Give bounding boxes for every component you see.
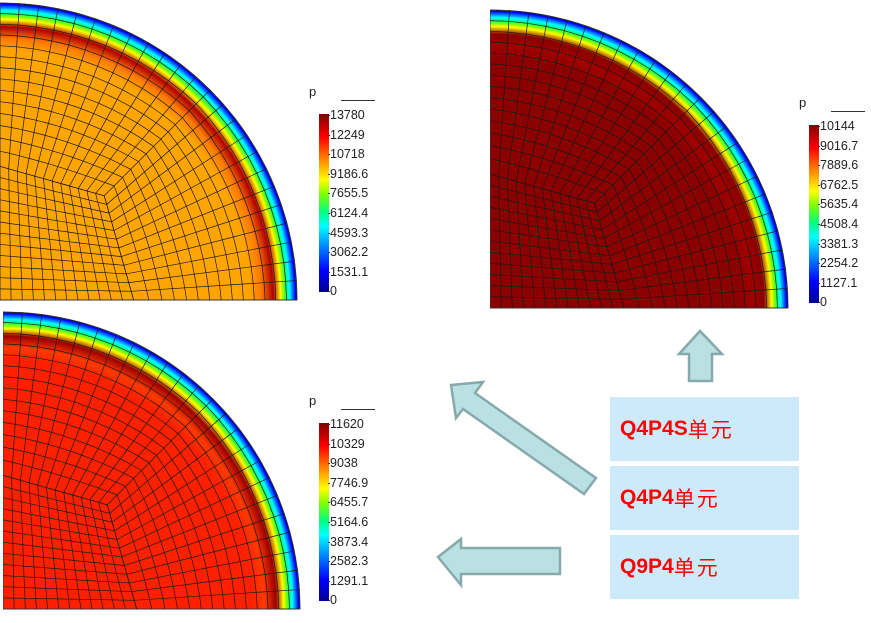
colorbar-tick-label: 2254.2	[817, 256, 859, 271]
colorbar-tick-label: 0	[818, 295, 827, 310]
colorbar-gradient	[319, 423, 329, 601]
colorbar-tick-label: 2582.3	[327, 554, 369, 569]
colorbar-title-underline	[341, 100, 375, 101]
colorbar-title: p	[309, 84, 317, 99]
colorbar-tick-label: 10144	[818, 119, 855, 133]
element-suffix: 单元	[687, 418, 734, 442]
colorbar-tick-label: 5635.4	[817, 197, 859, 212]
colorbar-tick-label: 3381.3	[817, 236, 859, 251]
colorbar-tick-label: 1291.1	[327, 573, 369, 588]
element-label-q4p4s: Q4P4S 单元	[610, 397, 799, 461]
colorbar-q9p4: p 10144 9016.7 7889.6 6762.5 5635.4 4508.4 338…	[795, 95, 871, 325]
colorbar-title-underline	[831, 111, 865, 112]
element-suffix: 单元	[673, 487, 720, 511]
mesh-lines	[0, 2, 298, 301]
colorbar-tick-label: 12249	[328, 127, 365, 142]
colorbar-tick-label: 9186.6	[327, 166, 369, 181]
contour-plot-q4p4s	[0, 0, 300, 301]
colorbar-tick-label: 6762.5	[817, 177, 859, 192]
arrow-diagonal-icon	[449, 380, 598, 496]
colorbar-gradient	[319, 114, 329, 292]
colorbar-tick-label: 6124.4	[327, 206, 369, 220]
colorbar-tick-label: 0	[328, 593, 337, 608]
element-label-q4p4: Q4P4 单元	[610, 466, 799, 530]
colorbar-tick-label: 7655.5	[327, 186, 369, 201]
element-label-q9p4: Q9P4 单元	[610, 535, 799, 599]
colorbar-gradient	[809, 125, 819, 303]
colorbar-tick-label: 10329	[328, 436, 365, 451]
colorbar-tick-label: 3873.4	[327, 534, 369, 549]
quarter-disk-mesh	[3, 311, 301, 610]
colorbar-tick-label: 3062.2	[327, 245, 369, 260]
quarter-disk-mesh	[490, 9, 789, 309]
colorbar-q4p4: p 11620 10329 9038 7746.9 6455.7 5164.6 3873.4…	[305, 393, 385, 623]
arrow-up-icon	[676, 329, 725, 383]
contour-plot-q4p4	[3, 309, 303, 610]
colorbar-q4p4s: p 13780 12249 10718 9186.6 7655.5 6124.4 4593.…	[305, 84, 385, 314]
mesh-lines	[3, 311, 301, 610]
colorbar-tick-label: 4508.4	[817, 217, 859, 231]
colorbar-tick-label: 9016.7	[817, 138, 859, 153]
arrow-left-icon	[436, 536, 562, 589]
colorbar-tick-label: 13780	[328, 108, 365, 122]
element-code: Q9P4	[620, 555, 674, 578]
colorbar-tick-label: 1531.1	[327, 264, 369, 279]
quarter-disk-mesh	[0, 2, 298, 301]
colorbar-tick-label: 0	[328, 284, 337, 299]
colorbar-title: p	[799, 95, 807, 110]
colorbar-tick-label: 11620	[328, 417, 364, 431]
colorbar-tick-label: 10718	[328, 147, 365, 162]
element-code: Q4P4S	[620, 417, 688, 440]
colorbar-title-underline	[341, 409, 375, 410]
element-suffix: 单元	[673, 556, 720, 580]
arrows-layer	[436, 329, 725, 589]
colorbar-tick-label: 1127.1	[817, 275, 858, 290]
colorbar-tick-label: 7889.6	[817, 158, 859, 173]
contour-plot-q9p4	[490, 8, 791, 309]
element-code: Q4P4	[620, 486, 674, 509]
colorbar-tick-label: 4593.3	[327, 225, 369, 240]
colorbar-tick-label: 5164.6	[327, 515, 369, 529]
colorbar-tick-label: 7746.9	[327, 475, 369, 490]
colorbar-tick-label: 9038	[328, 456, 358, 471]
colorbar-title: p	[309, 393, 317, 408]
mesh-lines	[490, 9, 789, 309]
colorbar-tick-label: 6455.7	[327, 495, 369, 510]
